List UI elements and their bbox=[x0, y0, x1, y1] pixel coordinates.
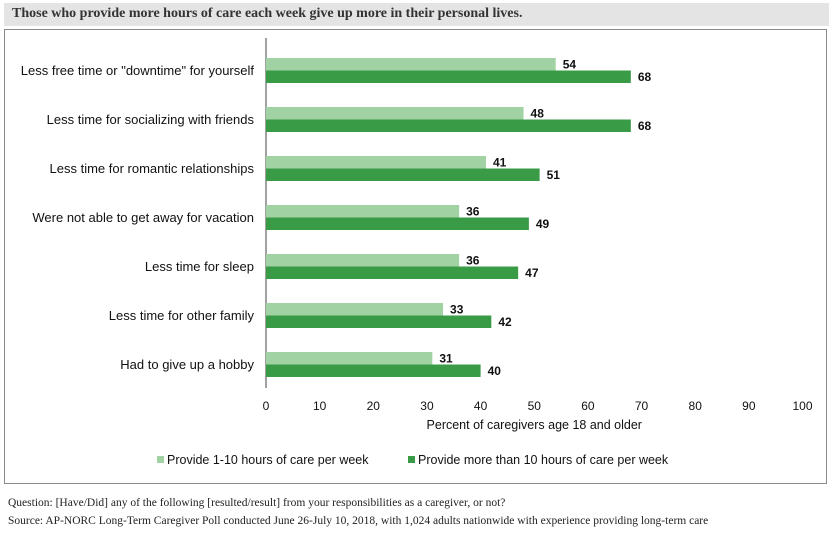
x-tick-label: 60 bbox=[581, 399, 595, 413]
data-label: 47 bbox=[525, 266, 539, 280]
x-tick-label: 30 bbox=[420, 399, 434, 413]
bar-light bbox=[266, 107, 524, 120]
category-label: Less time for sleep bbox=[145, 259, 254, 274]
bar-light bbox=[266, 58, 556, 71]
x-tick-label: 70 bbox=[635, 399, 649, 413]
data-label: 51 bbox=[547, 168, 561, 182]
data-label: 36 bbox=[466, 254, 480, 268]
bar-dark bbox=[266, 266, 519, 279]
category-label: Had to give up a hobby bbox=[120, 357, 254, 372]
bar-light bbox=[266, 254, 460, 267]
category-label: Were not able to get away for vacation bbox=[32, 210, 254, 225]
bar-dark bbox=[266, 364, 481, 377]
category-label: Less time for socializing with friends bbox=[47, 112, 255, 127]
bar-chart: Less free time or "downtime" for yoursel… bbox=[21, 38, 813, 467]
data-label: 31 bbox=[439, 352, 453, 366]
legend-swatch bbox=[157, 456, 164, 463]
chart-frame: Less free time or "downtime" for yoursel… bbox=[4, 29, 827, 484]
data-label: 68 bbox=[638, 119, 652, 133]
x-tick-label: 100 bbox=[792, 399, 812, 413]
legend-label: Provide more than 10 hours of care per w… bbox=[418, 453, 669, 467]
category-label: Less free time or "downtime" for yoursel… bbox=[21, 63, 255, 78]
bar-light bbox=[266, 352, 433, 365]
data-label: 36 bbox=[466, 205, 480, 219]
bar-light bbox=[266, 205, 460, 218]
legend-swatch bbox=[408, 456, 415, 463]
bar-dark bbox=[266, 217, 529, 230]
bar-dark bbox=[266, 168, 540, 181]
x-tick-label: 20 bbox=[367, 399, 381, 413]
category-label: Less time for romantic relationships bbox=[50, 161, 255, 176]
title-bar: Those who provide more hours of care eac… bbox=[4, 3, 829, 26]
category-label: Less time for other family bbox=[109, 308, 255, 323]
chart-title: Those who provide more hours of care eac… bbox=[12, 6, 523, 21]
bar-dark bbox=[266, 119, 631, 132]
x-tick-label: 10 bbox=[313, 399, 327, 413]
footer-question: Question: [Have/Did] any of the followin… bbox=[8, 497, 506, 509]
data-label: 48 bbox=[531, 107, 545, 121]
data-label: 42 bbox=[498, 315, 512, 329]
x-tick-label: 40 bbox=[474, 399, 488, 413]
x-tick-label: 0 bbox=[263, 399, 270, 413]
bar-light bbox=[266, 156, 486, 169]
bar-dark bbox=[266, 315, 492, 328]
legend-label: Provide 1-10 hours of care per week bbox=[167, 453, 369, 467]
footer-source: Source: AP-NORC Long-Term Caregiver Poll… bbox=[8, 515, 709, 527]
data-label: 54 bbox=[563, 58, 577, 72]
bar-light bbox=[266, 303, 444, 316]
data-label: 68 bbox=[638, 70, 652, 84]
bar-dark bbox=[266, 70, 631, 83]
x-axis-title: Percent of caregivers age 18 and older bbox=[427, 418, 642, 432]
x-tick-label: 90 bbox=[742, 399, 756, 413]
x-tick-label: 80 bbox=[689, 399, 703, 413]
data-label: 40 bbox=[488, 364, 502, 378]
data-label: 49 bbox=[536, 217, 550, 231]
x-tick-label: 50 bbox=[528, 399, 542, 413]
data-label: 41 bbox=[493, 156, 507, 170]
data-label: 33 bbox=[450, 303, 464, 317]
